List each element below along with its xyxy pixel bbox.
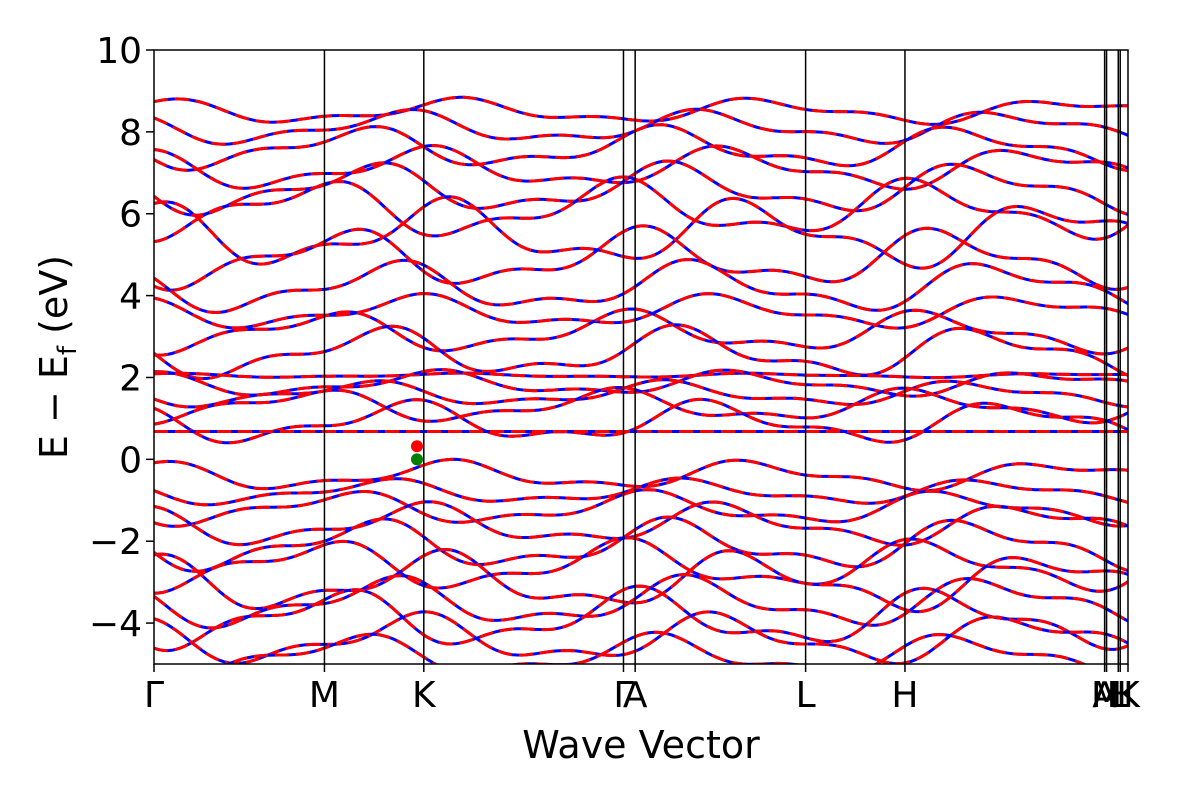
band-line-dashed <box>224 630 1088 664</box>
band-line-dashed <box>154 224 1128 292</box>
x-tick-label: K <box>1116 675 1141 716</box>
x-tick-label: L <box>1108 675 1128 716</box>
band-line-dashed <box>154 500 1128 547</box>
band-line-dashed <box>154 536 1128 595</box>
x-tick-label: Γ <box>144 675 164 716</box>
band-line-dashed <box>154 123 1128 172</box>
y-tick-label: 4 <box>119 277 142 318</box>
band-line-dashed <box>154 107 1128 146</box>
band-line-solid <box>154 107 1128 146</box>
band-line-dashed <box>154 385 1128 426</box>
band-line-dashed <box>154 476 1128 507</box>
band-line-dashed <box>154 195 1128 270</box>
plot-frame <box>153 49 1129 665</box>
band-line-dashed <box>154 378 1128 409</box>
band-line-dashed <box>154 397 1128 445</box>
x-tick-label: K <box>412 675 437 716</box>
band-line-dashed <box>154 95 1128 126</box>
y-tick-label: 8 <box>119 113 142 154</box>
band-line-dashed <box>154 371 1128 380</box>
cbm-marker <box>410 440 423 453</box>
y-axis: −4 −2 0 2 4 6 8 10 <box>89 31 154 645</box>
y-tick-label: 6 <box>119 195 142 236</box>
y-tick-label: 0 <box>119 440 142 481</box>
x-tick-label: A <box>1092 675 1117 716</box>
x-tick-label: H <box>891 675 918 716</box>
band-line-solid <box>154 195 1128 270</box>
band-line-dashed <box>154 547 1128 614</box>
band-lines <box>154 95 1128 664</box>
x-axis-label: Wave Vector <box>522 723 760 767</box>
x-tick-label: M <box>1091 675 1122 716</box>
band-line-solid <box>154 610 1128 664</box>
vbm-marker <box>410 453 423 466</box>
band-line-solid <box>154 257 1128 315</box>
band-line-dashed <box>154 257 1128 315</box>
band-line-dashed <box>154 175 1128 244</box>
band-line-dashed <box>154 610 1128 664</box>
y-tick-label: −2 <box>89 522 142 563</box>
x-tick-label: Γ <box>613 675 633 716</box>
band-line-dashed <box>154 584 1128 653</box>
kpoint-lines <box>323 50 1121 664</box>
band-line-dashed <box>154 323 1128 381</box>
band-line-solid <box>154 488 1128 528</box>
x-tick-label: H <box>1107 675 1134 716</box>
band-edge-markers <box>410 440 423 466</box>
y-tick-label: 10 <box>96 31 142 72</box>
band-line-dashed <box>154 291 1128 330</box>
x-tick-label: L <box>796 675 816 716</box>
band-line-dashed <box>154 307 1128 357</box>
y-axis-label: E − Ef (eV) <box>32 255 83 459</box>
band-line-dashed <box>154 143 1128 191</box>
x-tick-label: M <box>309 675 340 716</box>
band-line-dashed <box>154 515 1128 573</box>
y-tick-label: 2 <box>119 358 142 399</box>
x-tick-label: A <box>623 675 648 716</box>
y-tick-label: −4 <box>89 604 142 645</box>
